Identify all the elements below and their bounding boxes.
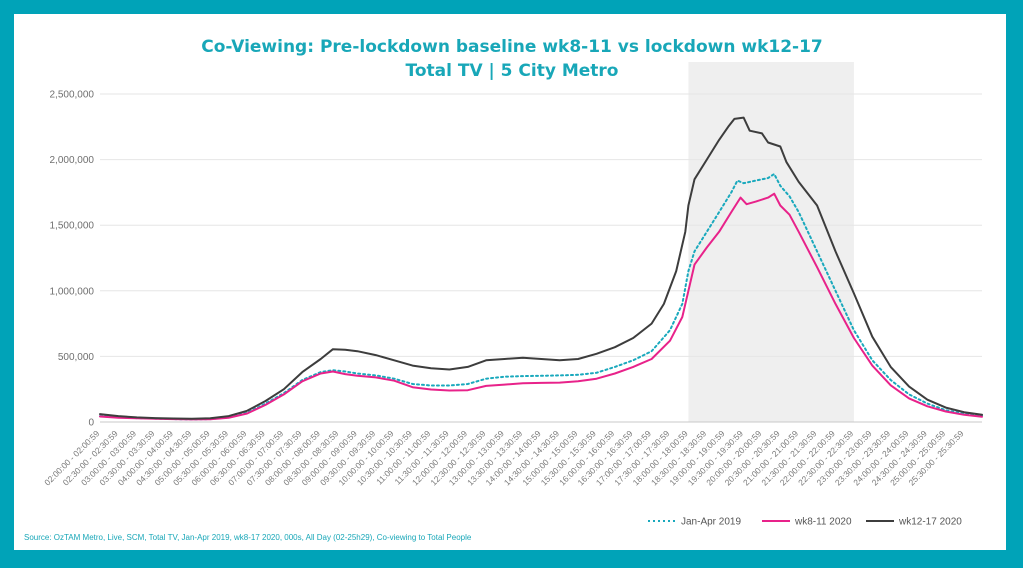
y-tick-label: 1,500,000: [50, 221, 95, 232]
line-chart: 0 500,000 1,000,000 1,500,000 2,000,000 2,500…: [24, 37, 983, 542]
chart-subtitle: Total TV | 5 City Metro: [406, 61, 619, 81]
series-line-0: [99, 173, 983, 421]
y-tick-label: 1,000,000: [50, 286, 95, 297]
y-axis-ticks: 0 500,000 1,000,000 1,500,000 2,000,000 2,500…: [50, 90, 95, 429]
legend: Jan-Apr 2019 wk8-11 2020 wk12-17 2020: [648, 517, 962, 528]
legend-label: Jan-Apr 2019: [681, 517, 741, 528]
series-line-2: [99, 116, 983, 420]
series-line-1: [99, 192, 983, 421]
legend-label: wk12-17 2020: [898, 517, 962, 528]
y-tick-label: 500,000: [58, 352, 95, 363]
y-tick-label: 2,000,000: [50, 155, 95, 166]
y-tick-label: 0: [88, 418, 94, 429]
chart-frame: 0 500,000 1,000,000 1,500,000 2,000,000 2,500…: [14, 14, 1006, 550]
series-lines: [99, 116, 983, 421]
legend-label: wk8-11 2020: [794, 517, 852, 528]
source-note: Source: OzTAM Metro, Live, SCM, Total TV…: [24, 533, 472, 542]
highlight-band: [688, 62, 854, 422]
chart-title: Co-Viewing: Pre-lockdown baseline wk8-11…: [201, 37, 823, 57]
gridlines: [100, 93, 982, 423]
y-tick-label: 2,500,000: [50, 90, 95, 101]
